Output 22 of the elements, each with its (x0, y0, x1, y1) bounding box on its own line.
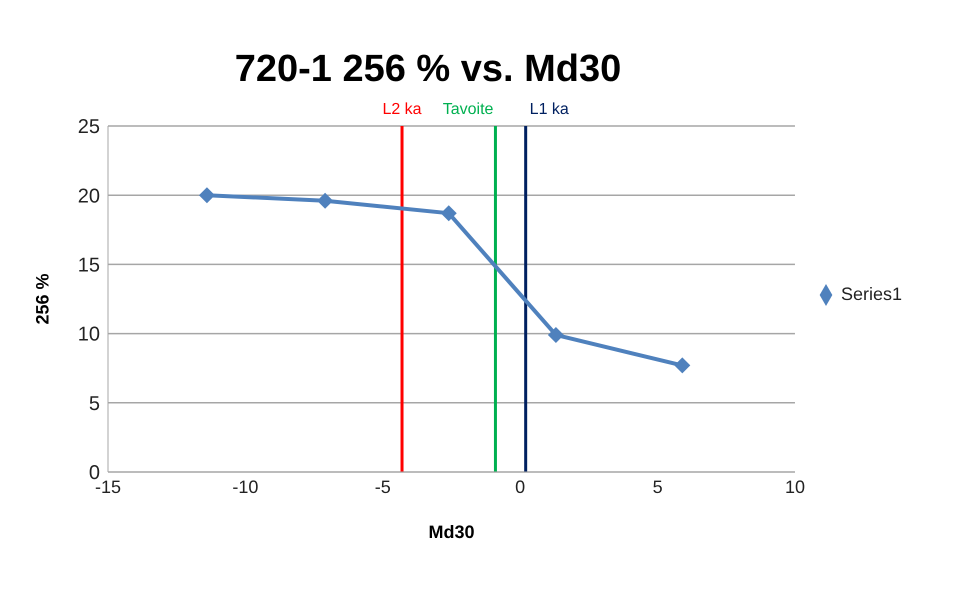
x-axis-title: Md30 (428, 522, 474, 542)
y-tick-label: 10 (78, 324, 100, 346)
point (317, 192, 334, 209)
x-tick-label: 10 (784, 476, 805, 497)
y-tick-label: 5 (88, 392, 100, 415)
ref-line-label: L1 ka (530, 101, 569, 118)
x-tick-label: -10 (232, 476, 258, 497)
ref-line-label: Tavoite (442, 101, 494, 118)
x-tick-label: 5 (652, 476, 663, 497)
chart-title: 720-1 256 % vs. Md30 (234, 48, 622, 91)
y-tick-label: 15 (78, 254, 100, 276)
point (674, 357, 690, 374)
x-tick-label: -5 (374, 476, 391, 497)
y-tick-label: 25 (78, 116, 100, 138)
x-tick-label: 0 (515, 476, 526, 497)
point (440, 205, 457, 222)
point (198, 187, 215, 204)
y-tick-label: 20 (78, 185, 100, 208)
ref-line-label: L2 ka (382, 101, 422, 118)
point (548, 326, 564, 343)
y-axis-title: 256 % (32, 273, 52, 325)
legend-label: Series1 (840, 284, 902, 304)
